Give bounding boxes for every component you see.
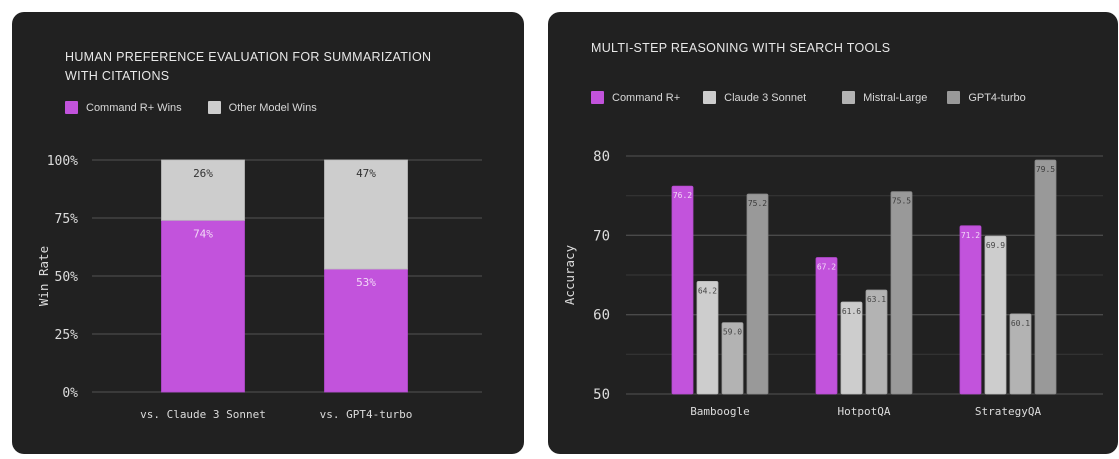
chart-title: MULTI-STEP REASONING WITH SEARCH TOOLS bbox=[591, 41, 891, 55]
legend-item-claude-3-sonnet: Claude 3 Sonnet bbox=[703, 91, 806, 104]
legend-item-mistral-large: Mistral-Large bbox=[842, 91, 927, 104]
bar bbox=[1009, 313, 1032, 395]
legend-item-command-r-wins: Command R+ Wins bbox=[65, 101, 182, 114]
y-tick-label: 70 bbox=[593, 228, 610, 244]
legend-swatch bbox=[842, 91, 856, 104]
legend-swatch bbox=[947, 91, 961, 104]
bar bbox=[865, 289, 888, 395]
bar bbox=[890, 191, 913, 395]
y-tick-label: 100% bbox=[47, 154, 78, 169]
data-label: 75.2 bbox=[748, 199, 767, 208]
bar bbox=[1034, 159, 1057, 395]
y-tick-label: 0% bbox=[62, 386, 78, 401]
x-tick-label: HotpotQA bbox=[838, 405, 891, 418]
data-label: 74% bbox=[193, 227, 213, 240]
y-axis-label: Win Rate bbox=[36, 246, 51, 306]
data-label: 60.1 bbox=[1011, 319, 1030, 328]
data-label: 47% bbox=[356, 167, 376, 180]
bar-segment bbox=[324, 268, 408, 393]
win-rate-chart-panel: HUMAN PREFERENCE EVALUATION FOR SUMMARIZ… bbox=[12, 12, 524, 454]
bar bbox=[840, 301, 863, 395]
accuracy-chart-panel: MULTI-STEP REASONING WITH SEARCH TOOLS C… bbox=[548, 12, 1118, 454]
y-axis-label: Accuracy bbox=[562, 244, 577, 305]
y-tick-label: 60 bbox=[593, 308, 610, 324]
legend-swatch bbox=[207, 101, 221, 114]
legend-item-other-model-wins: Other Model Wins bbox=[207, 101, 317, 114]
data-label: 64.2 bbox=[698, 286, 717, 295]
bar-segment bbox=[324, 159, 408, 270]
y-tick-label: 50% bbox=[55, 270, 79, 285]
x-tick-label: vs. GPT4-turbo bbox=[320, 408, 413, 421]
legend-label: Other Model Wins bbox=[228, 101, 317, 114]
accuracy-plot: 50 60 70 80 Accuracy 76.2 64.2 59.0 75.2 Bamboogl… bbox=[562, 149, 1103, 418]
chart-title-line-2: WITH CITATIONS bbox=[65, 69, 170, 83]
legend-item-command-r-plus: Command R+ bbox=[591, 91, 680, 104]
win-rate-plot: 0% 25% 50% 75% 100% Win Rate 74% 26% vs. Claude … bbox=[36, 154, 482, 421]
legend-swatch bbox=[591, 91, 604, 104]
data-label: 69.9 bbox=[986, 241, 1005, 250]
legend-label: Command R+ bbox=[612, 91, 681, 104]
bar bbox=[696, 280, 719, 395]
data-label: 67.2 bbox=[817, 263, 836, 272]
x-tick-label: StrategyQA bbox=[975, 405, 1042, 418]
chart-title: HUMAN PREFERENCE EVALUATION FOR SUMMARIZ… bbox=[65, 48, 431, 86]
legend-label: GPT4-turbo bbox=[968, 91, 1026, 104]
bar bbox=[815, 257, 838, 395]
legend-label: Command R+ Wins bbox=[86, 101, 182, 114]
x-tick-label: vs. Claude 3 Sonnet bbox=[140, 408, 266, 421]
bar-segment bbox=[161, 159, 245, 221]
y-tick-label: 80 bbox=[593, 149, 610, 165]
legend-swatch bbox=[65, 101, 78, 114]
bar bbox=[746, 193, 769, 395]
legend-swatch bbox=[703, 91, 717, 104]
data-label: 63.1 bbox=[867, 295, 886, 304]
legend-label: Mistral-Large bbox=[863, 91, 928, 104]
bar bbox=[671, 185, 694, 395]
data-label: 53% bbox=[356, 276, 376, 289]
bar bbox=[959, 225, 982, 395]
y-tick-label: 75% bbox=[55, 212, 79, 227]
data-label: 75.5 bbox=[892, 197, 911, 206]
data-label: 26% bbox=[193, 167, 213, 180]
data-label: 79.5 bbox=[1036, 165, 1055, 174]
chart-title-line-1: HUMAN PREFERENCE EVALUATION FOR SUMMARIZ… bbox=[65, 50, 432, 64]
bar bbox=[721, 322, 744, 395]
y-tick-label: 25% bbox=[55, 328, 79, 343]
data-label: 59.0 bbox=[723, 328, 742, 337]
bar bbox=[984, 235, 1007, 395]
data-label: 76.2 bbox=[673, 191, 692, 200]
x-tick-label: Bamboogle bbox=[690, 405, 750, 418]
data-label: 61.6 bbox=[842, 307, 861, 316]
chart-legend: Command R+ Wins Other Model Wins bbox=[65, 101, 343, 114]
data-label: 71.2 bbox=[961, 231, 980, 240]
y-tick-label: 50 bbox=[593, 387, 610, 403]
bar-segment bbox=[161, 219, 245, 393]
legend-label: Claude 3 Sonnet bbox=[724, 91, 807, 104]
chart-legend: Command R+ Claude 3 Sonnet Mistral-Large… bbox=[591, 91, 1026, 104]
legend-item-gpt4-turbo: GPT4-turbo bbox=[947, 91, 1026, 104]
